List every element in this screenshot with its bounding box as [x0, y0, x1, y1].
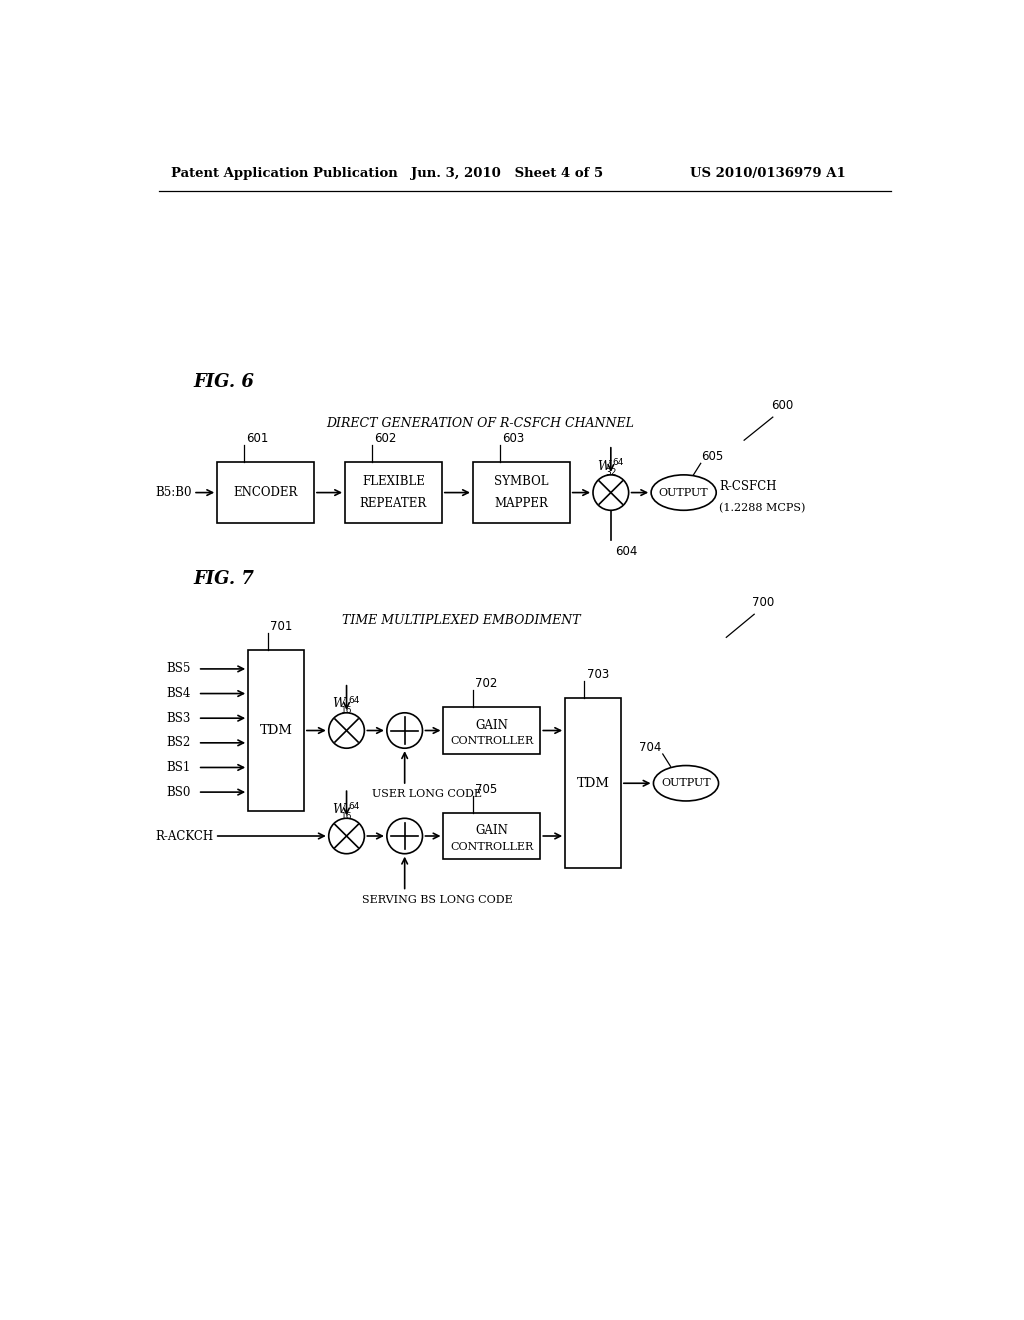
Text: B5:B0: B5:B0: [155, 486, 191, 499]
Bar: [217, 462, 314, 524]
Text: Patent Application Publication: Patent Application Publication: [171, 168, 397, 181]
Text: ENCODER: ENCODER: [233, 486, 298, 499]
Circle shape: [387, 818, 423, 854]
Text: GAIN: GAIN: [475, 824, 508, 837]
Text: W: W: [333, 803, 345, 816]
Text: REPEATER: REPEATER: [359, 496, 427, 510]
Bar: [345, 462, 442, 524]
Text: TIME MULTIPLEXED EMBODIMENT: TIME MULTIPLEXED EMBODIMENT: [342, 614, 581, 627]
Text: W: W: [597, 459, 609, 473]
Text: SYMBOL: SYMBOL: [494, 475, 549, 488]
Text: BS3: BS3: [167, 711, 191, 725]
Text: R-CSFCH: R-CSFCH: [719, 480, 777, 492]
Text: 16: 16: [341, 706, 352, 715]
Text: 604: 604: [615, 545, 638, 558]
Text: FIG. 6: FIG. 6: [194, 374, 255, 391]
Circle shape: [329, 713, 365, 748]
Circle shape: [329, 818, 365, 854]
Text: DIRECT GENERATION OF R-CSFCH CHANNEL: DIRECT GENERATION OF R-CSFCH CHANNEL: [327, 417, 635, 430]
Text: BS4: BS4: [167, 686, 191, 700]
Text: R-ACKCH: R-ACKCH: [155, 829, 213, 842]
Text: OUTPUT: OUTPUT: [662, 779, 711, 788]
Text: 600: 600: [771, 399, 794, 412]
Text: BS5: BS5: [167, 663, 191, 676]
Text: BS0: BS0: [167, 785, 191, 799]
Bar: [248, 649, 304, 812]
Text: 704: 704: [639, 741, 662, 754]
Text: GAIN: GAIN: [475, 718, 508, 731]
Text: 605: 605: [700, 450, 723, 463]
Text: 602: 602: [375, 432, 397, 445]
Text: 703: 703: [587, 668, 609, 681]
Bar: [443, 708, 541, 754]
Text: CONTROLLER: CONTROLLER: [451, 737, 534, 746]
Text: 705: 705: [475, 783, 498, 796]
Text: W: W: [333, 697, 345, 710]
Text: 700: 700: [752, 595, 774, 609]
Bar: [443, 813, 541, 859]
Text: OUTPUT: OUTPUT: [658, 487, 709, 498]
Text: 64: 64: [612, 458, 624, 467]
Text: FLEXIBLE: FLEXIBLE: [362, 475, 425, 488]
Text: USER LONG CODE: USER LONG CODE: [372, 789, 482, 799]
Circle shape: [593, 475, 629, 511]
Bar: [565, 698, 621, 869]
Ellipse shape: [651, 475, 716, 511]
Text: 64: 64: [348, 696, 359, 705]
Text: TDM: TDM: [259, 723, 293, 737]
Text: Jun. 3, 2010   Sheet 4 of 5: Jun. 3, 2010 Sheet 4 of 5: [411, 168, 603, 181]
Text: 32: 32: [605, 469, 616, 478]
Text: 702: 702: [475, 677, 498, 690]
Text: (1.2288 MCPS): (1.2288 MCPS): [719, 503, 806, 513]
Circle shape: [387, 713, 423, 748]
Text: 701: 701: [270, 619, 292, 632]
Ellipse shape: [653, 766, 719, 801]
Text: BS1: BS1: [167, 760, 191, 774]
Text: 64: 64: [348, 801, 359, 810]
Text: 16: 16: [341, 812, 352, 821]
Text: US 2010/0136979 A1: US 2010/0136979 A1: [690, 168, 846, 181]
Text: TDM: TDM: [577, 776, 609, 789]
Text: 603: 603: [503, 432, 524, 445]
Text: FIG. 7: FIG. 7: [194, 570, 255, 589]
Text: BS2: BS2: [167, 737, 191, 750]
Text: SERVING BS LONG CODE: SERVING BS LONG CODE: [362, 895, 513, 904]
Text: MAPPER: MAPPER: [495, 496, 548, 510]
Text: 601: 601: [247, 432, 269, 445]
Text: CONTROLLER: CONTROLLER: [451, 842, 534, 851]
Bar: [473, 462, 569, 524]
